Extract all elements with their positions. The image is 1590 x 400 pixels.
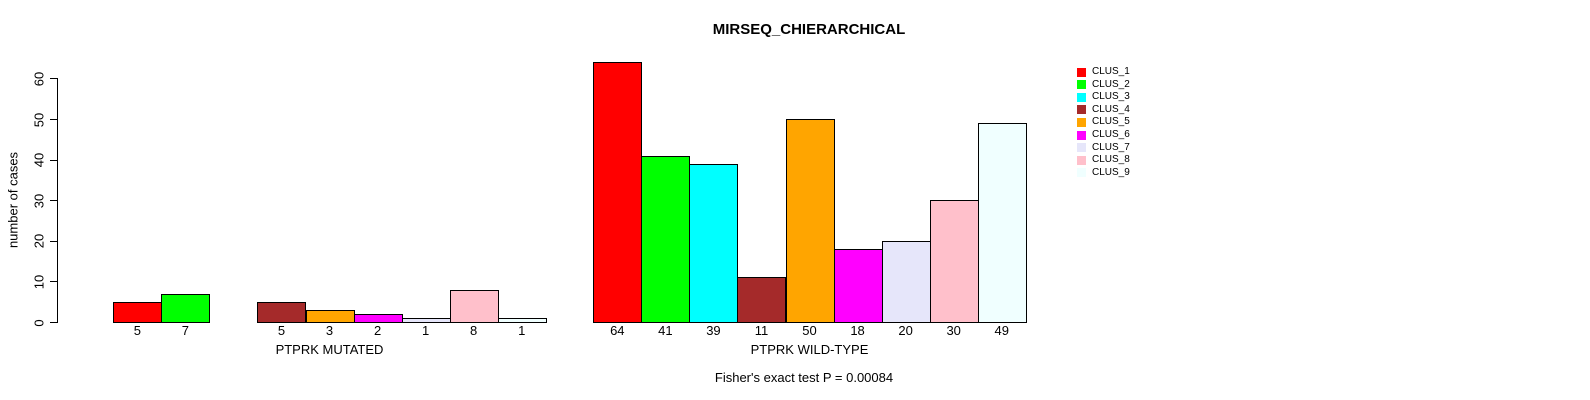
- legend-swatch-icon: [1077, 168, 1086, 178]
- y-tick-label: 50: [31, 112, 47, 127]
- y-tick-label: 0: [31, 318, 47, 327]
- y-axis-label: number of cases: [5, 151, 21, 249]
- bar-clus_2-mutated: [161, 293, 211, 323]
- y-tick-mark: [50, 119, 57, 120]
- legend: CLUS_1 CLUS_2 CLUS_3 CLUS_4 CLUS_5 CLUS_6 CLUS…: [1077, 66, 1130, 179]
- legend-label: CLUS_9: [1092, 166, 1130, 178]
- bar-clus_6-mutated: [353, 313, 403, 323]
- legend-item-clus_5: CLUS_5: [1077, 116, 1130, 129]
- legend-item-clus_6: CLUS_6: [1077, 129, 1130, 142]
- y-tick-mark: [50, 78, 57, 80]
- legend-item-clus_9: CLUS_9: [1077, 166, 1130, 179]
- legend-swatch-icon: [1077, 155, 1086, 165]
- legend-swatch-icon: [1077, 117, 1086, 127]
- bar-clus_1-wildtype: [593, 62, 643, 323]
- bar-clus_5-mutated: [305, 309, 355, 323]
- legend-label: CLUS_2: [1092, 78, 1130, 90]
- bar-clus_8-wildtype: [929, 200, 979, 323]
- legend-item-clus_1: CLUS_1: [1077, 66, 1130, 79]
- legend-swatch-icon: [1077, 92, 1086, 102]
- bar-value-label: 5: [277, 323, 286, 338]
- y-tick-mark: [50, 281, 57, 283]
- bar-clus_7-wildtype: [881, 240, 931, 323]
- bar-clus_5-wildtype: [785, 119, 835, 323]
- bar-value-label: 39: [706, 323, 721, 338]
- bar-value-label: 1: [422, 323, 430, 338]
- legend-item-clus_8: CLUS_8: [1077, 154, 1130, 167]
- bar-clus_8-mutated: [449, 289, 499, 323]
- x-axis-title-mutated: PTPRK MUTATED: [275, 342, 384, 357]
- legend-label: CLUS_7: [1092, 141, 1130, 153]
- bar-value-label: 8: [470, 323, 478, 338]
- bar-value-label: 64: [610, 323, 625, 338]
- y-tick-mark: [50, 159, 57, 161]
- y-tick-mark: [50, 322, 57, 323]
- legend-swatch-icon: [1077, 130, 1086, 140]
- y-tick-label: 20: [31, 234, 47, 249]
- legend-label: CLUS_3: [1092, 91, 1130, 103]
- legend-swatch-icon: [1077, 67, 1086, 77]
- legend-label: CLUS_6: [1092, 129, 1130, 140]
- y-tick-label: 30: [31, 193, 47, 208]
- bar-clus_9-wildtype: [977, 123, 1027, 323]
- legend-item-clus_7: CLUS_7: [1077, 141, 1130, 154]
- y-tick-mark: [50, 240, 57, 242]
- bar-value-label: 41: [658, 323, 673, 338]
- y-tick-label: 10: [31, 274, 47, 290]
- legend-item-clus_3: CLUS_3: [1077, 91, 1130, 104]
- fisher-test-annotation: Fisher's exact test P = 0.00084: [714, 370, 894, 385]
- bar-clus_9-mutated: [497, 317, 547, 323]
- legend-label: CLUS_8: [1092, 154, 1130, 166]
- y-tick-label: 60: [31, 71, 47, 87]
- bar-value-label: 5: [133, 323, 141, 338]
- bar-clus_6-wildtype: [833, 248, 883, 323]
- bar-value-label: 2: [373, 323, 382, 338]
- legend-item-clus_2: CLUS_2: [1077, 79, 1130, 92]
- bar-clus_3-wildtype: [689, 163, 739, 323]
- bar-value-label: 20: [898, 323, 913, 338]
- bar-clus_2-wildtype: [641, 155, 691, 323]
- legend-label: CLUS_5: [1092, 116, 1130, 128]
- legend-swatch-icon: [1077, 143, 1086, 153]
- legend-swatch-icon: [1077, 80, 1086, 90]
- bar-clus_4-wildtype: [737, 277, 787, 323]
- bar-clus_1-mutated: [113, 301, 163, 323]
- y-tick-mark: [50, 200, 57, 202]
- legend-item-clus_4: CLUS_4: [1077, 104, 1130, 117]
- x-axis-title-wildtype: PTPRK WILD-TYPE: [750, 342, 869, 357]
- bar-value-label: 18: [850, 323, 865, 338]
- bar-value-label: 7: [181, 323, 189, 338]
- legend-swatch-icon: [1077, 105, 1086, 115]
- chart-title: MIRSEQ_CHIERARCHICAL: [712, 21, 906, 38]
- legend-label: CLUS_4: [1092, 103, 1130, 115]
- y-tick-label: 40: [31, 152, 47, 168]
- y-axis-line: [57, 78, 58, 323]
- bar-value-label: 50: [802, 323, 817, 338]
- bar-clus_4-mutated: [257, 301, 307, 323]
- bar-value-label: 3: [325, 323, 334, 338]
- bar-value-label: 1: [518, 323, 526, 338]
- bar-value-label: 30: [946, 323, 961, 338]
- bar-value-label: 49: [994, 323, 1009, 338]
- legend-label: CLUS_1: [1092, 66, 1130, 78]
- bar-value-label: 11: [754, 323, 769, 338]
